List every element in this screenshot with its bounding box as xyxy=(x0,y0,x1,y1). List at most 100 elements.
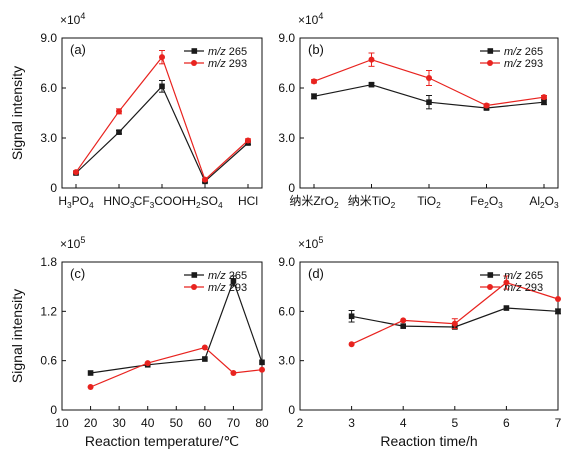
y-tick-label: 0 xyxy=(288,181,295,195)
plot-frame xyxy=(299,261,559,411)
panel-label: (c) xyxy=(70,266,85,281)
scale-factor-label: ×105 xyxy=(60,235,85,251)
x-tick-label: 5 xyxy=(451,416,458,430)
series-293 xyxy=(311,52,547,109)
x-tick-label: HCl xyxy=(238,194,258,208)
x-tick-label: 7 xyxy=(555,416,562,430)
legend-entry-prefix: m/z xyxy=(208,270,229,282)
x-tick-label: 70 xyxy=(227,416,241,430)
data-point xyxy=(555,296,561,302)
legend-entry: m/z 265 xyxy=(208,46,247,58)
x-tick-label: 20 xyxy=(84,416,98,430)
tick-label-part: 3 xyxy=(67,200,72,210)
tick-label-part: 2 xyxy=(540,200,545,210)
legend-entry-value: 265 xyxy=(229,270,247,282)
legend-entry: m/z 265 xyxy=(208,270,247,282)
data-point xyxy=(201,344,208,351)
panel-label: (d) xyxy=(308,266,324,281)
x-tick-label: TiO2 xyxy=(417,194,441,210)
y-tick-label: 6.0 xyxy=(40,81,57,95)
tick-label-part: CF xyxy=(134,194,150,208)
tick-label-part: HNO xyxy=(103,194,130,208)
y-tick-label: 6.0 xyxy=(278,304,295,318)
legend-entry-prefix: m/z xyxy=(504,46,525,58)
scale-factor-base: ×10 xyxy=(298,237,319,251)
y-tick-label: 0 xyxy=(288,403,295,417)
legend-entry-value: 293 xyxy=(525,58,543,70)
y-tick-label: 1.8 xyxy=(40,255,57,269)
x-tick-label: 80 xyxy=(255,416,269,430)
legend-entry-value: 293 xyxy=(229,58,247,70)
tick-label-part: 3 xyxy=(554,200,559,210)
series-293 xyxy=(348,275,561,348)
x-tick-label: 50 xyxy=(170,416,184,430)
scale-factor-label: ×104 xyxy=(298,11,323,27)
data-point xyxy=(483,102,490,109)
scale-factor-base: ×10 xyxy=(60,237,81,251)
y-tick-label: 0 xyxy=(50,403,57,417)
data-point xyxy=(426,75,432,81)
series-line-293 xyxy=(90,346,263,388)
data-point xyxy=(116,129,122,135)
y-tick-label: 9.0 xyxy=(278,255,295,269)
legend-entry: m/z 293 xyxy=(504,282,543,294)
x-axis-label: Reaction temperature/℃ xyxy=(85,433,239,449)
tick-label-part: TiO xyxy=(417,194,436,208)
tick-label-part: Fe xyxy=(470,194,484,208)
tick-label-part: 2 xyxy=(334,200,339,210)
legend-entry-prefix: m/z xyxy=(504,282,525,294)
data-point xyxy=(202,356,208,362)
x-tick-label: 6 xyxy=(503,416,510,430)
data-point xyxy=(230,278,237,284)
legend-entry: m/z 293 xyxy=(208,58,247,70)
series-293 xyxy=(73,50,251,183)
data-point xyxy=(368,81,375,88)
y-axis-label: Signal intensity xyxy=(9,66,25,160)
panel-label: (a) xyxy=(70,42,86,57)
data-point xyxy=(159,83,165,90)
tick-label-part: SO xyxy=(201,194,218,208)
legend-marker xyxy=(487,272,494,278)
data-point xyxy=(144,360,151,367)
tick-label-part: 2 xyxy=(484,200,489,210)
y-tick-label: 1.2 xyxy=(40,304,57,318)
series-265 xyxy=(73,80,251,185)
y-tick-label: 6.0 xyxy=(278,81,295,95)
data-point xyxy=(451,320,458,327)
series-293 xyxy=(87,344,265,390)
legend-entry: m/z 265 xyxy=(504,46,543,58)
data-point xyxy=(368,56,375,63)
data-point xyxy=(348,341,355,348)
data-point xyxy=(426,99,432,105)
data-point xyxy=(503,305,510,311)
x-tick-label: 30 xyxy=(112,416,126,430)
x-tick-label: Fe2O3 xyxy=(470,194,503,210)
data-point xyxy=(202,176,208,183)
tick-label-part: O xyxy=(545,194,554,208)
scale-factor-exponent: 5 xyxy=(318,235,323,245)
data-point xyxy=(400,323,406,329)
scale-factor-exponent: 5 xyxy=(80,235,85,245)
x-tick-label: H3PO4 xyxy=(58,194,94,210)
y-axis-label: Signal intensity xyxy=(9,289,25,383)
legend-entry-prefix: m/z xyxy=(208,46,229,58)
data-point xyxy=(541,94,547,101)
series-265 xyxy=(311,81,547,111)
data-point xyxy=(311,78,317,85)
tick-label-part: 2 xyxy=(436,200,441,210)
data-point xyxy=(245,137,251,144)
x-tick-label: 2 xyxy=(297,416,304,430)
tick-label-part: 3 xyxy=(150,200,155,210)
x-tick-label: 3 xyxy=(348,416,355,430)
x-tick-label: HNO3 xyxy=(103,194,135,210)
tick-label-part: H xyxy=(58,194,67,208)
data-point xyxy=(73,169,79,176)
legend-entry-value: 265 xyxy=(525,270,543,282)
y-tick-label: 9.0 xyxy=(278,31,295,45)
series-line-265 xyxy=(90,279,263,374)
legend-marker xyxy=(191,284,197,290)
